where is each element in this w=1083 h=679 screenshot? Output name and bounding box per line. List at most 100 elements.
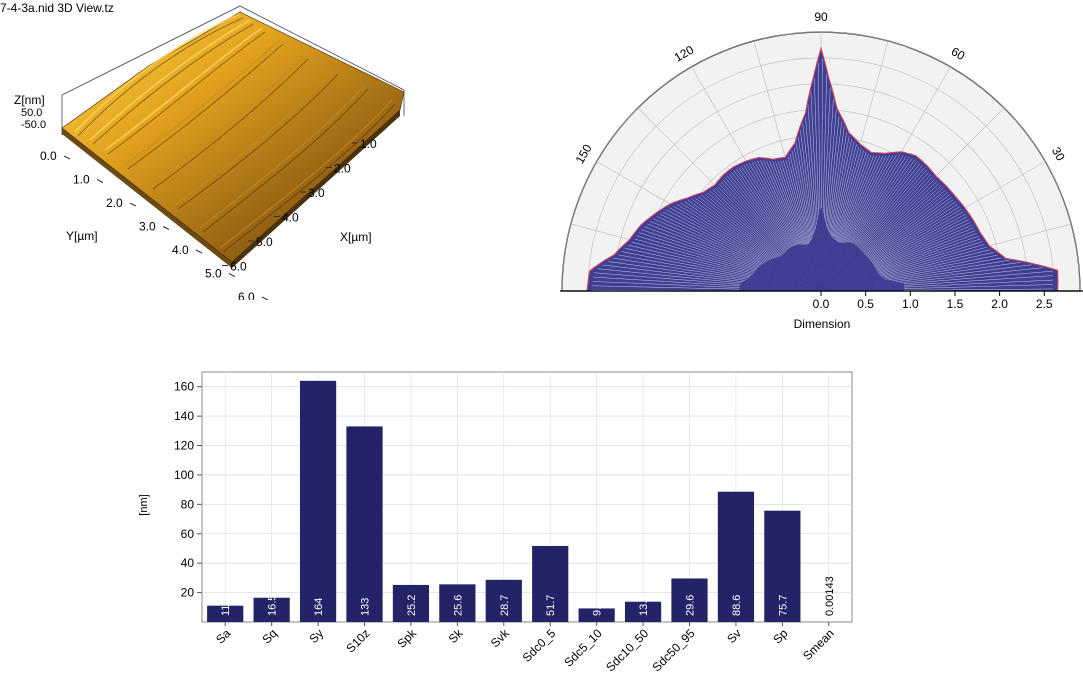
bar-category-label: Sq bbox=[259, 626, 279, 646]
bar-sdc10_50 bbox=[624, 601, 662, 622]
y-tick-label: 0.0 bbox=[40, 149, 57, 163]
polar-ray bbox=[780, 160, 807, 245]
bar-y-tick-label: 80 bbox=[181, 497, 195, 511]
polar-ray bbox=[775, 161, 805, 245]
polar-ray bbox=[866, 192, 948, 256]
z-tick-top: 50.0 bbox=[21, 107, 42, 119]
polar-ray bbox=[738, 167, 792, 248]
polar-ray bbox=[787, 156, 810, 244]
surface-ridge bbox=[74, 13, 241, 133]
x-tick-label: 3.0 bbox=[308, 186, 325, 200]
polar-ray bbox=[868, 201, 956, 260]
polar-ray bbox=[878, 241, 983, 274]
polar-ray bbox=[863, 185, 942, 254]
polar-ray bbox=[874, 221, 971, 267]
z-tick-bottom: -50.0 bbox=[21, 119, 46, 131]
polar-ray bbox=[793, 147, 812, 240]
polar-ray bbox=[766, 160, 802, 245]
polar-ray bbox=[810, 91, 818, 220]
polar-ray bbox=[855, 161, 918, 245]
x-tick-label: 1.0 bbox=[360, 137, 377, 151]
polar-ray bbox=[879, 244, 985, 275]
polar-ray bbox=[691, 198, 775, 259]
polar-ray bbox=[789, 153, 811, 243]
polar-ray bbox=[856, 163, 921, 246]
polar-radial-label: 1.0 bbox=[902, 297, 919, 311]
polar-ray bbox=[731, 172, 790, 249]
file-title: 7-4-3a.nid 3D View.tz bbox=[0, 1, 114, 15]
polar-ray bbox=[856, 165, 923, 247]
polar-ray bbox=[715, 187, 784, 255]
polar-ray bbox=[641, 229, 758, 270]
y-tick-mark bbox=[195, 249, 203, 254]
polar-ray bbox=[666, 209, 766, 263]
polar-ray bbox=[698, 196, 778, 258]
polar-ray bbox=[791, 150, 811, 241]
polar-ray bbox=[613, 257, 747, 280]
polar-ray bbox=[866, 194, 950, 257]
polar-ray bbox=[832, 141, 855, 238]
polar-ray bbox=[861, 179, 935, 252]
polar-ray bbox=[751, 162, 797, 246]
polar-ray bbox=[797, 136, 814, 236]
polar-ray bbox=[859, 172, 929, 249]
polar-ray bbox=[851, 155, 907, 243]
polar-ray bbox=[634, 238, 755, 273]
x-axis-label: X[µm] bbox=[340, 230, 372, 244]
polar-ray bbox=[875, 227, 974, 269]
y-tick-label: 3.0 bbox=[139, 220, 156, 234]
surface-ridge bbox=[104, 27, 263, 151]
polar-ray bbox=[847, 154, 897, 243]
polar-ray bbox=[656, 216, 763, 265]
y-tick-mark bbox=[96, 179, 104, 183]
polar-ray bbox=[594, 272, 740, 285]
polar-ray bbox=[712, 189, 783, 255]
bar-category-label: Sv bbox=[724, 626, 744, 646]
polar-ray bbox=[862, 181, 938, 253]
polar-angle-label: 90 bbox=[814, 10, 828, 24]
polar-ray bbox=[903, 275, 1054, 286]
bar-ylabel: [nm] bbox=[138, 494, 150, 515]
polar-envelope bbox=[586, 46, 1059, 292]
polar-radial-label: 2.5 bbox=[1036, 297, 1053, 311]
polar-ray bbox=[772, 161, 804, 245]
polar-ray bbox=[760, 160, 800, 245]
surface-ridge bbox=[124, 39, 281, 166]
polar-radial-label: 0.5 bbox=[857, 297, 874, 311]
polar-ray bbox=[814, 78, 819, 216]
polar-angle-label: 60 bbox=[949, 44, 968, 63]
surface-ridge-shadow bbox=[202, 88, 369, 233]
polar-ray bbox=[805, 117, 816, 229]
polar-ray bbox=[763, 160, 801, 245]
polar-ray bbox=[903, 279, 1054, 288]
polar-ray bbox=[592, 285, 740, 290]
bar-sp bbox=[764, 510, 801, 622]
polar-ray bbox=[829, 131, 847, 235]
polar-ray bbox=[896, 264, 1032, 282]
bar-category-label: Sp bbox=[770, 626, 791, 647]
polar-ray bbox=[874, 224, 973, 268]
surface-ridge-shadow bbox=[222, 103, 396, 253]
bar-value-label: 28.7 bbox=[499, 595, 511, 616]
surface-3d-view: Z[nm] 50.0 -50.0 Y[µm] X[µm] 0.0 1.0 2.0 3.… bbox=[14, 5, 405, 300]
polar-ray bbox=[684, 201, 773, 260]
polar-ray bbox=[876, 230, 976, 270]
bar-y-tick-label: 20 bbox=[181, 586, 195, 600]
polar-ray bbox=[749, 162, 796, 246]
polar-ray bbox=[860, 176, 933, 251]
polar-ray bbox=[694, 197, 777, 258]
polar-ray bbox=[867, 196, 952, 258]
polar-ray bbox=[864, 187, 944, 255]
bar-category-label: Sdc10_50 bbox=[603, 626, 651, 674]
polar-ray bbox=[625, 248, 752, 276]
polar-ray bbox=[834, 146, 860, 240]
polar-ray bbox=[842, 155, 884, 243]
bar-value-label: 25.6 bbox=[452, 595, 464, 616]
bar-category-label: Svk bbox=[488, 626, 513, 651]
polar-radial-label: 2.0 bbox=[991, 297, 1008, 311]
polar-angle-label: 150 bbox=[573, 142, 595, 167]
polar-ray bbox=[849, 154, 901, 243]
bar-category-label: Spk bbox=[395, 626, 420, 651]
polar-ray bbox=[672, 205, 769, 261]
polar-radial-label: 0.0 bbox=[813, 297, 830, 311]
